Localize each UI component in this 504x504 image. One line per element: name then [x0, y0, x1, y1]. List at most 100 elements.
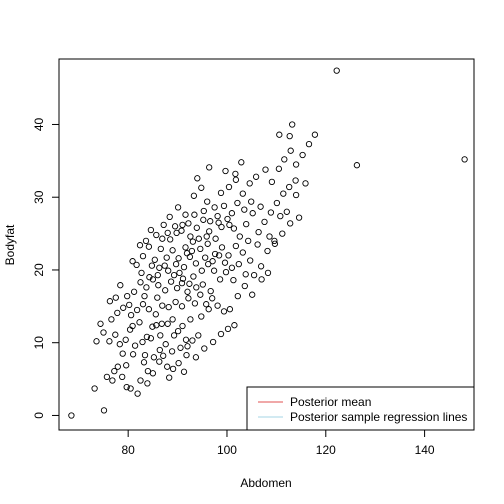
data-point [177, 344, 184, 351]
data-point [264, 269, 272, 277]
data-point [292, 177, 299, 184]
data-point [287, 220, 294, 227]
data-point [197, 245, 204, 253]
data-point [184, 288, 191, 295]
data-point [222, 167, 229, 175]
legend-box [246, 386, 475, 431]
data-point [112, 331, 119, 338]
data-point [292, 161, 300, 168]
data-point [207, 287, 214, 295]
data-point [170, 332, 178, 339]
data-point [218, 223, 225, 231]
data-point [232, 242, 240, 250]
data-point [198, 313, 205, 320]
data-points [68, 67, 468, 419]
data-point [286, 132, 293, 140]
data-point [136, 242, 144, 249]
data-point [97, 320, 104, 327]
x-tick-label: 100 [217, 443, 237, 457]
data-point [198, 184, 205, 191]
data-point [182, 336, 190, 343]
data-point [182, 211, 189, 218]
data-point [302, 180, 309, 187]
data-point [134, 390, 141, 397]
data-point [210, 267, 218, 274]
data-point [226, 221, 233, 229]
data-point [151, 256, 158, 263]
data-point [164, 229, 171, 237]
y-tick-label: 40 [32, 117, 46, 131]
data-point [174, 204, 182, 211]
data-point [255, 228, 262, 236]
data-point [201, 345, 208, 352]
data-point [249, 291, 256, 298]
data-point [174, 327, 182, 335]
data-point [183, 250, 191, 257]
data-point [232, 170, 239, 178]
data-point [157, 245, 164, 253]
data-point [164, 363, 171, 370]
data-point [199, 281, 206, 288]
data-point [228, 210, 236, 217]
data-point [145, 243, 153, 250]
data-point [157, 332, 164, 339]
data-point [200, 207, 207, 215]
data-point [280, 190, 287, 197]
data-point [276, 131, 283, 138]
data-point [116, 341, 123, 348]
data-point [209, 258, 216, 265]
data-point [283, 208, 290, 215]
data-point [238, 159, 245, 166]
data-point [205, 306, 212, 313]
data-point [333, 67, 340, 74]
data-point [262, 166, 269, 173]
data-point [180, 368, 188, 375]
data-point [106, 298, 114, 305]
data-point [129, 258, 136, 265]
data-point [161, 262, 168, 269]
data-point [154, 271, 161, 279]
data-point [162, 341, 169, 348]
data-point [141, 351, 149, 359]
data-point [68, 412, 75, 419]
data-point [268, 178, 276, 186]
data-point [243, 220, 250, 228]
data-point [156, 346, 163, 354]
data-point [93, 338, 100, 345]
data-point [231, 322, 238, 329]
data-point [106, 338, 113, 345]
data-point [149, 370, 157, 377]
data-point [171, 223, 179, 230]
data-point [126, 301, 133, 309]
data-point [163, 254, 170, 261]
data-point [140, 359, 148, 366]
data-point [189, 337, 196, 344]
data-point [267, 209, 275, 216]
data-point [234, 292, 241, 300]
data-point [117, 282, 124, 289]
y-tick-label: 20 [32, 263, 46, 277]
data-point [119, 350, 126, 357]
data-point [144, 367, 152, 375]
data-point [211, 204, 218, 211]
data-point [159, 302, 166, 309]
data-point [194, 175, 201, 182]
data-point [112, 294, 119, 301]
data-point [91, 385, 98, 392]
data-point [206, 228, 213, 235]
data-point [242, 271, 249, 278]
data-point [206, 164, 213, 171]
data-point [239, 249, 246, 256]
data-point [169, 247, 176, 254]
data-point [185, 220, 192, 227]
data-point [221, 259, 229, 266]
data-point [193, 284, 200, 291]
data-point [159, 235, 166, 242]
data-point [142, 237, 150, 245]
data-point [178, 227, 185, 234]
data-point [249, 210, 256, 217]
data-point [217, 330, 225, 338]
data-point [224, 325, 232, 333]
data-point [222, 268, 230, 276]
data-point [166, 213, 173, 221]
